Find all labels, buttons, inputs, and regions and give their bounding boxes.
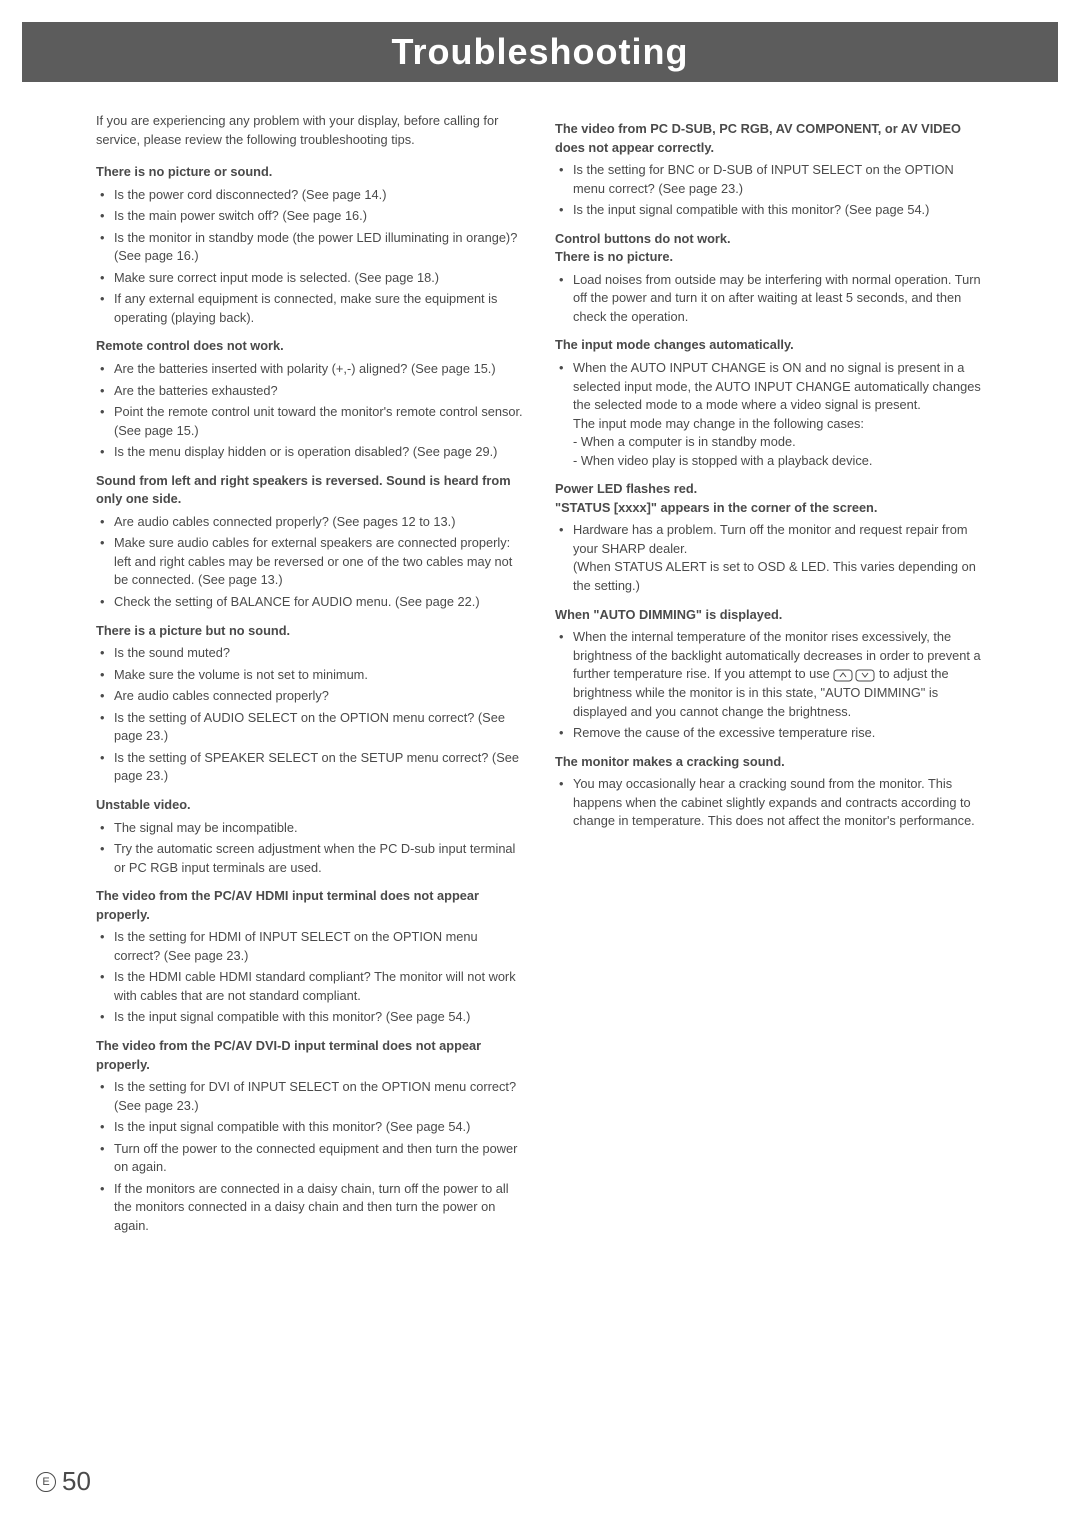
list-item: Are the batteries exhausted? bbox=[96, 382, 525, 401]
section-title: The video from PC D-SUB, PC RGB, AV COMP… bbox=[555, 120, 984, 157]
section-list: The signal may be incompatible. Try the a… bbox=[96, 819, 525, 878]
section-list: Is the sound muted? Make sure the volume … bbox=[96, 644, 525, 786]
list-item: Is the menu display hidden or is operati… bbox=[96, 443, 525, 462]
section-title: Unstable video. bbox=[96, 796, 525, 815]
list-item: Make sure audio cables for external spea… bbox=[96, 534, 525, 590]
list-item: Make sure the volume is not set to minim… bbox=[96, 666, 525, 685]
list-item: Check the setting of BALANCE for AUDIO m… bbox=[96, 593, 525, 612]
list-item: If any external equipment is connected, … bbox=[96, 290, 525, 327]
list-item: Is the setting for HDMI of INPUT SELECT … bbox=[96, 928, 525, 965]
list-item: Are the batteries inserted with polarity… bbox=[96, 360, 525, 379]
section-list: Load noises from outside may be interfer… bbox=[555, 271, 984, 327]
list-item: Is the setting for BNC or D-SUB of INPUT… bbox=[555, 161, 984, 198]
page-num: 50 bbox=[62, 1466, 91, 1497]
list-item: Are audio cables connected properly? (Se… bbox=[96, 513, 525, 532]
section-list: When the AUTO INPUT CHANGE is ON and no … bbox=[555, 359, 984, 470]
section-list: Hardware has a problem. Turn off the mon… bbox=[555, 521, 984, 595]
left-column: If you are experiencing any problem with… bbox=[96, 112, 525, 1245]
section-title: When "AUTO DIMMING" is displayed. bbox=[555, 606, 984, 625]
list-item: Is the power cord disconnected? (See pag… bbox=[96, 186, 525, 205]
list-item: Point the remote control unit toward the… bbox=[96, 403, 525, 440]
banner: Troubleshooting bbox=[22, 22, 1058, 82]
list-item: Is the monitor in standby mode (the powe… bbox=[96, 229, 525, 266]
right-column: The video from PC D-SUB, PC RGB, AV COMP… bbox=[555, 112, 984, 1245]
page-title: Troubleshooting bbox=[392, 31, 689, 73]
list-item: Is the input signal compatible with this… bbox=[96, 1118, 525, 1137]
section-title: Remote control does not work. bbox=[96, 337, 525, 356]
list-item: Is the input signal compatible with this… bbox=[555, 201, 984, 220]
list-item: Hardware has a problem. Turn off the mon… bbox=[555, 521, 984, 595]
list-item: Is the setting for DVI of INPUT SELECT o… bbox=[96, 1078, 525, 1115]
section-title: Control buttons do not work.There is no … bbox=[555, 230, 984, 267]
list-item: Turn off the power to the connected equi… bbox=[96, 1140, 525, 1177]
list-item: When the AUTO INPUT CHANGE is ON and no … bbox=[555, 359, 984, 470]
section-list: Are the batteries inserted with polarity… bbox=[96, 360, 525, 462]
section-list: Is the setting for DVI of INPUT SELECT o… bbox=[96, 1078, 525, 1235]
page: Troubleshooting If you are experiencing … bbox=[0, 0, 1080, 1245]
list-item: Is the sound muted? bbox=[96, 644, 525, 663]
section-title: The video from the PC/AV HDMI input term… bbox=[96, 887, 525, 924]
list-item: Are audio cables connected properly? bbox=[96, 687, 525, 706]
list-item: Load noises from outside may be interfer… bbox=[555, 271, 984, 327]
section-list: Is the power cord disconnected? (See pag… bbox=[96, 186, 525, 328]
page-number: E 50 bbox=[36, 1466, 91, 1497]
section-title: Sound from left and right speakers is re… bbox=[96, 472, 525, 509]
list-item: Is the HDMI cable HDMI standard complian… bbox=[96, 968, 525, 1005]
list-item: Remove the cause of the excessive temper… bbox=[555, 724, 984, 743]
list-item: Is the setting of AUDIO SELECT on the OP… bbox=[96, 709, 525, 746]
section-title: There is a picture but no sound. bbox=[96, 622, 525, 641]
section-title: The monitor makes a cracking sound. bbox=[555, 753, 984, 772]
list-item: When the internal temperature of the mon… bbox=[555, 628, 984, 721]
page-letter: E bbox=[36, 1472, 56, 1492]
list-item: If the monitors are connected in a daisy… bbox=[96, 1180, 525, 1236]
section-title: Power LED flashes red."STATUS [xxxx]" ap… bbox=[555, 480, 984, 517]
list-item: Try the automatic screen adjustment when… bbox=[96, 840, 525, 877]
section-title: There is no picture or sound. bbox=[96, 163, 525, 182]
list-item: The signal may be incompatible. bbox=[96, 819, 525, 838]
content: If you are experiencing any problem with… bbox=[0, 112, 1080, 1245]
list-item: Is the input signal compatible with this… bbox=[96, 1008, 525, 1027]
section-list: You may occasionally hear a cracking sou… bbox=[555, 775, 984, 831]
list-item: Is the setting of SPEAKER SELECT on the … bbox=[96, 749, 525, 786]
section-list: Is the setting for HDMI of INPUT SELECT … bbox=[96, 928, 525, 1027]
section-title: The video from the PC/AV DVI-D input ter… bbox=[96, 1037, 525, 1074]
intro-text: If you are experiencing any problem with… bbox=[96, 112, 525, 149]
section-list: Are audio cables connected properly? (Se… bbox=[96, 513, 525, 612]
list-item: You may occasionally hear a cracking sou… bbox=[555, 775, 984, 831]
section-title: The input mode changes automatically. bbox=[555, 336, 984, 355]
section-list: Is the setting for BNC or D-SUB of INPUT… bbox=[555, 161, 984, 220]
brightness-buttons-icon bbox=[833, 666, 875, 685]
list-item: Is the main power switch off? (See page … bbox=[96, 207, 525, 226]
section-list: When the internal temperature of the mon… bbox=[555, 628, 984, 743]
list-item: Make sure correct input mode is selected… bbox=[96, 269, 525, 288]
